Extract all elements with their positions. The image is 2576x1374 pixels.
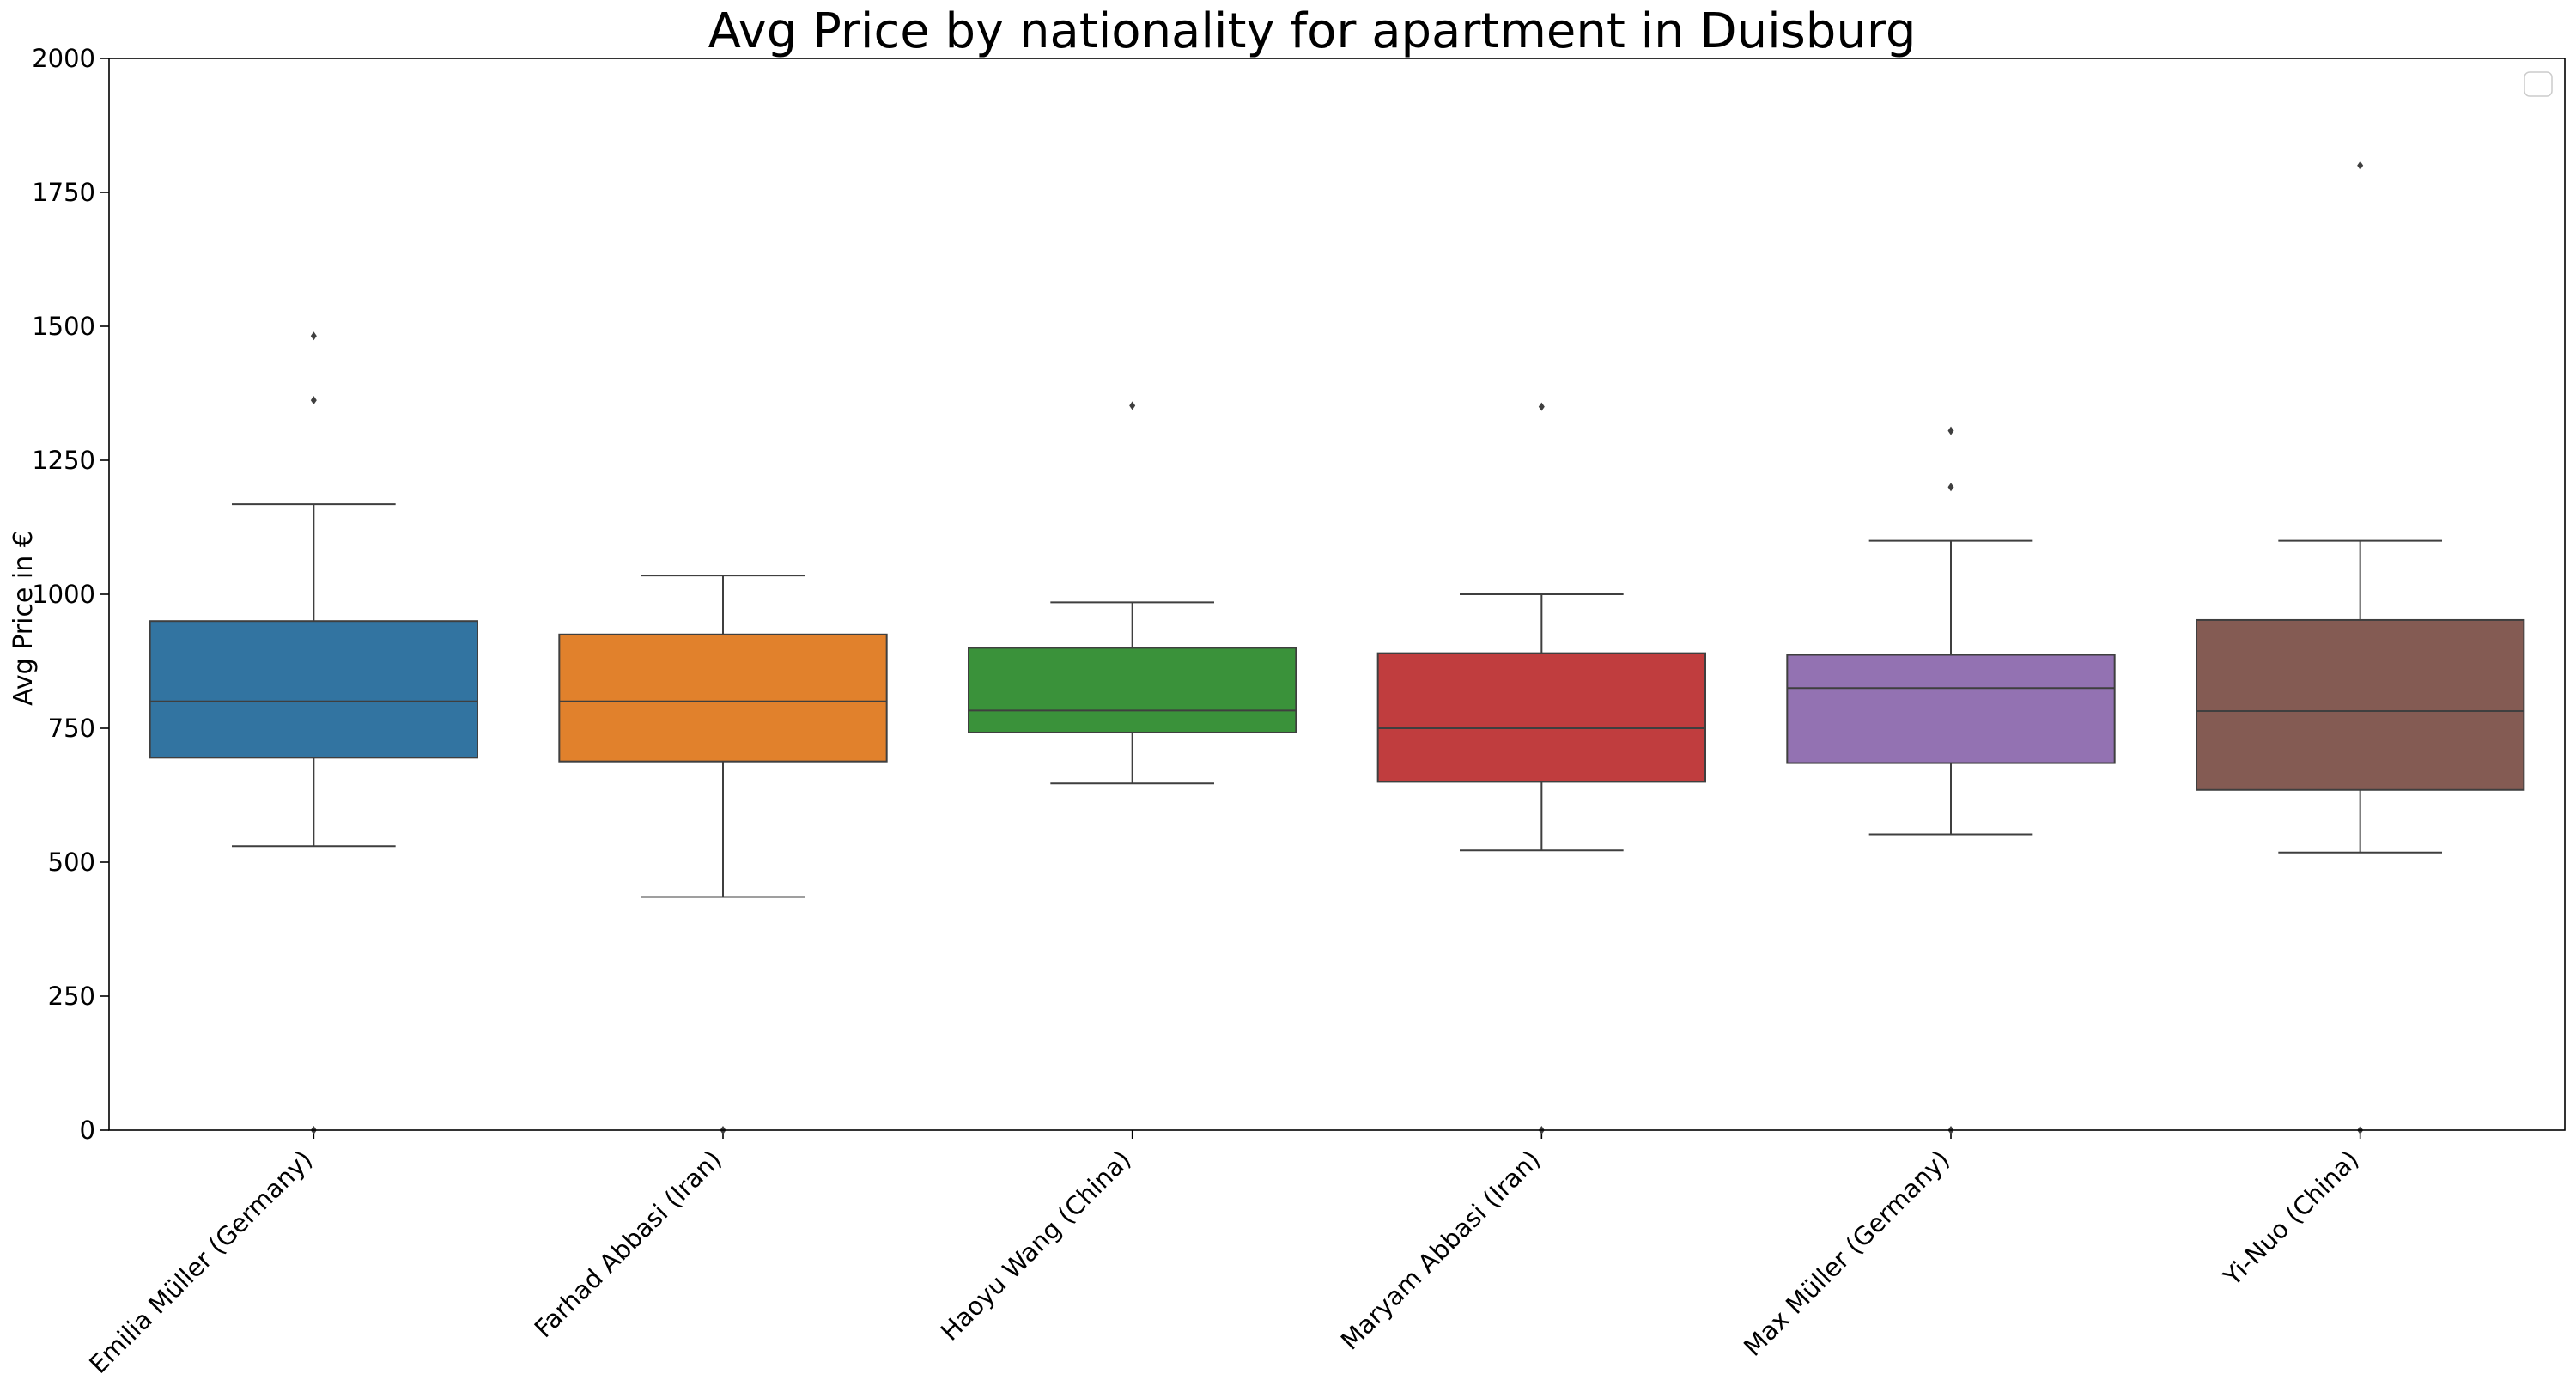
y-tick-label: 250 — [48, 982, 95, 1011]
outlier-point — [310, 331, 317, 341]
outlier-point — [2357, 161, 2364, 170]
x-tick-label: Emilia Müller (Germany) — [83, 1145, 318, 1374]
outlier-point — [1947, 426, 1954, 435]
y-tick-label: 1000 — [32, 580, 95, 609]
x-tick-label: Maryam Abbasi (Iran) — [1335, 1145, 1546, 1355]
y-tick-label: 1250 — [32, 446, 95, 475]
x-tick-label: Max Müller (Germany) — [1738, 1145, 1955, 1362]
y-tick-label: 500 — [48, 848, 95, 877]
plot-area: 0 250 500 750 1000 1250 1500 1750 2000 Emilia Mül… — [32, 44, 2525, 1374]
y-tick-label: 1750 — [32, 178, 95, 207]
box-iqr — [2196, 618, 2525, 791]
box-iqr — [1376, 652, 1706, 783]
x-tick-label: Yi-Nuo (China) — [2217, 1145, 2365, 1292]
x-tick-label: Farhad Abbasi (Iran) — [529, 1145, 727, 1343]
outlier-point — [1947, 483, 1954, 492]
box-iqr — [1786, 654, 2116, 764]
outlier-point — [1538, 402, 1545, 411]
y-tick-label: 750 — [48, 714, 95, 743]
box-iqr — [149, 620, 479, 759]
plot-frame — [108, 58, 2566, 1131]
y-tick-label: 1500 — [32, 312, 95, 341]
outlier-point — [1129, 401, 1136, 410]
chart-title: Avg Price by nationality for apartment i… — [708, 3, 1917, 59]
y-axis-label: Avg Price in € — [9, 531, 39, 706]
y-tick-label: 0 — [80, 1116, 95, 1145]
legend-box — [2524, 71, 2553, 97]
box-iqr — [558, 633, 888, 763]
outlier-point — [310, 396, 317, 405]
x-tick-label: Haoyu Wang (China) — [935, 1145, 1137, 1347]
box-iqr — [968, 647, 1297, 733]
y-tick-label: 2000 — [32, 44, 95, 73]
